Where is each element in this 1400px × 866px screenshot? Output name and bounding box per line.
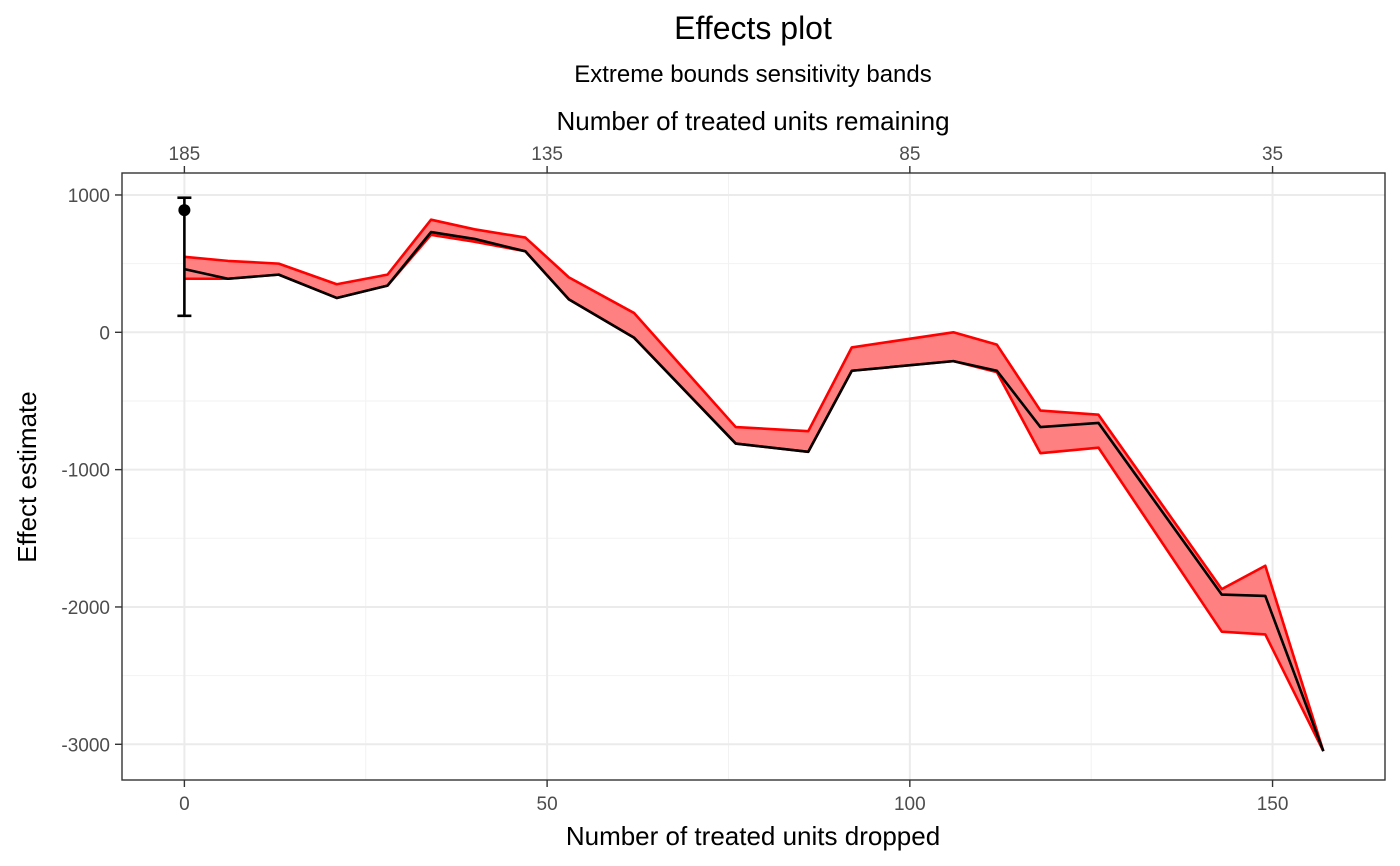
x-axis-title: Number of treated units dropped (566, 821, 940, 851)
y-tick-label: -3000 (61, 735, 110, 756)
original-estimate-point (178, 204, 190, 216)
y-tick-label: -2000 (61, 598, 110, 619)
x-tick-label: 0 (179, 794, 190, 815)
y-axis: 1000 0 -1000 -2000 -3000 (61, 186, 122, 756)
x-tick-label: 150 (1257, 794, 1289, 815)
x-tick-label: 50 (537, 794, 558, 815)
top-tick-label: 85 (899, 144, 920, 165)
y-tick-label: -1000 (61, 461, 110, 482)
top-axis: 185 135 85 35 (169, 144, 1284, 173)
y-tick-label: 0 (99, 323, 110, 344)
top-tick-label: 135 (531, 144, 563, 165)
top-tick-label: 35 (1262, 144, 1283, 165)
x-axis: 0 50 100 150 (179, 780, 1288, 815)
x-tick-label: 100 (894, 794, 926, 815)
chart-subtitle: Extreme bounds sensitivity bands (574, 61, 932, 88)
top-tick-label: 185 (169, 144, 201, 165)
chart-title: Effects plot (674, 10, 832, 46)
y-tick-label: 1000 (68, 186, 110, 207)
y-axis-title: Effect estimate (12, 391, 42, 563)
top-axis-title: Number of treated units remaining (556, 106, 949, 136)
